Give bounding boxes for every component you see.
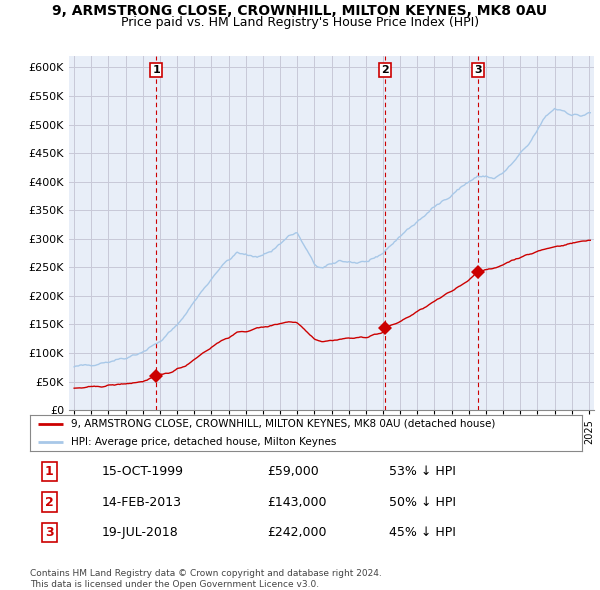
Text: 19-JUL-2018: 19-JUL-2018 [102,526,179,539]
Text: 2: 2 [45,496,53,509]
Text: 3: 3 [45,526,53,539]
Text: 53% ↓ HPI: 53% ↓ HPI [389,465,455,478]
Text: £59,000: £59,000 [268,465,319,478]
Text: Price paid vs. HM Land Registry's House Price Index (HPI): Price paid vs. HM Land Registry's House … [121,16,479,29]
Text: 14-FEB-2013: 14-FEB-2013 [102,496,182,509]
Text: 1: 1 [45,465,53,478]
Text: 9, ARMSTRONG CLOSE, CROWNHILL, MILTON KEYNES, MK8 0AU: 9, ARMSTRONG CLOSE, CROWNHILL, MILTON KE… [52,4,548,18]
Text: 45% ↓ HPI: 45% ↓ HPI [389,526,455,539]
Text: Contains HM Land Registry data © Crown copyright and database right 2024.
This d: Contains HM Land Registry data © Crown c… [30,569,382,589]
Text: 50% ↓ HPI: 50% ↓ HPI [389,496,456,509]
Text: £143,000: £143,000 [268,496,327,509]
Text: 3: 3 [474,65,482,75]
Text: HPI: Average price, detached house, Milton Keynes: HPI: Average price, detached house, Milt… [71,437,337,447]
Text: 1: 1 [152,65,160,75]
Text: 9, ARMSTRONG CLOSE, CROWNHILL, MILTON KEYNES, MK8 0AU (detached house): 9, ARMSTRONG CLOSE, CROWNHILL, MILTON KE… [71,419,496,429]
Text: 15-OCT-1999: 15-OCT-1999 [102,465,184,478]
Text: £242,000: £242,000 [268,526,327,539]
Text: 2: 2 [381,65,389,75]
